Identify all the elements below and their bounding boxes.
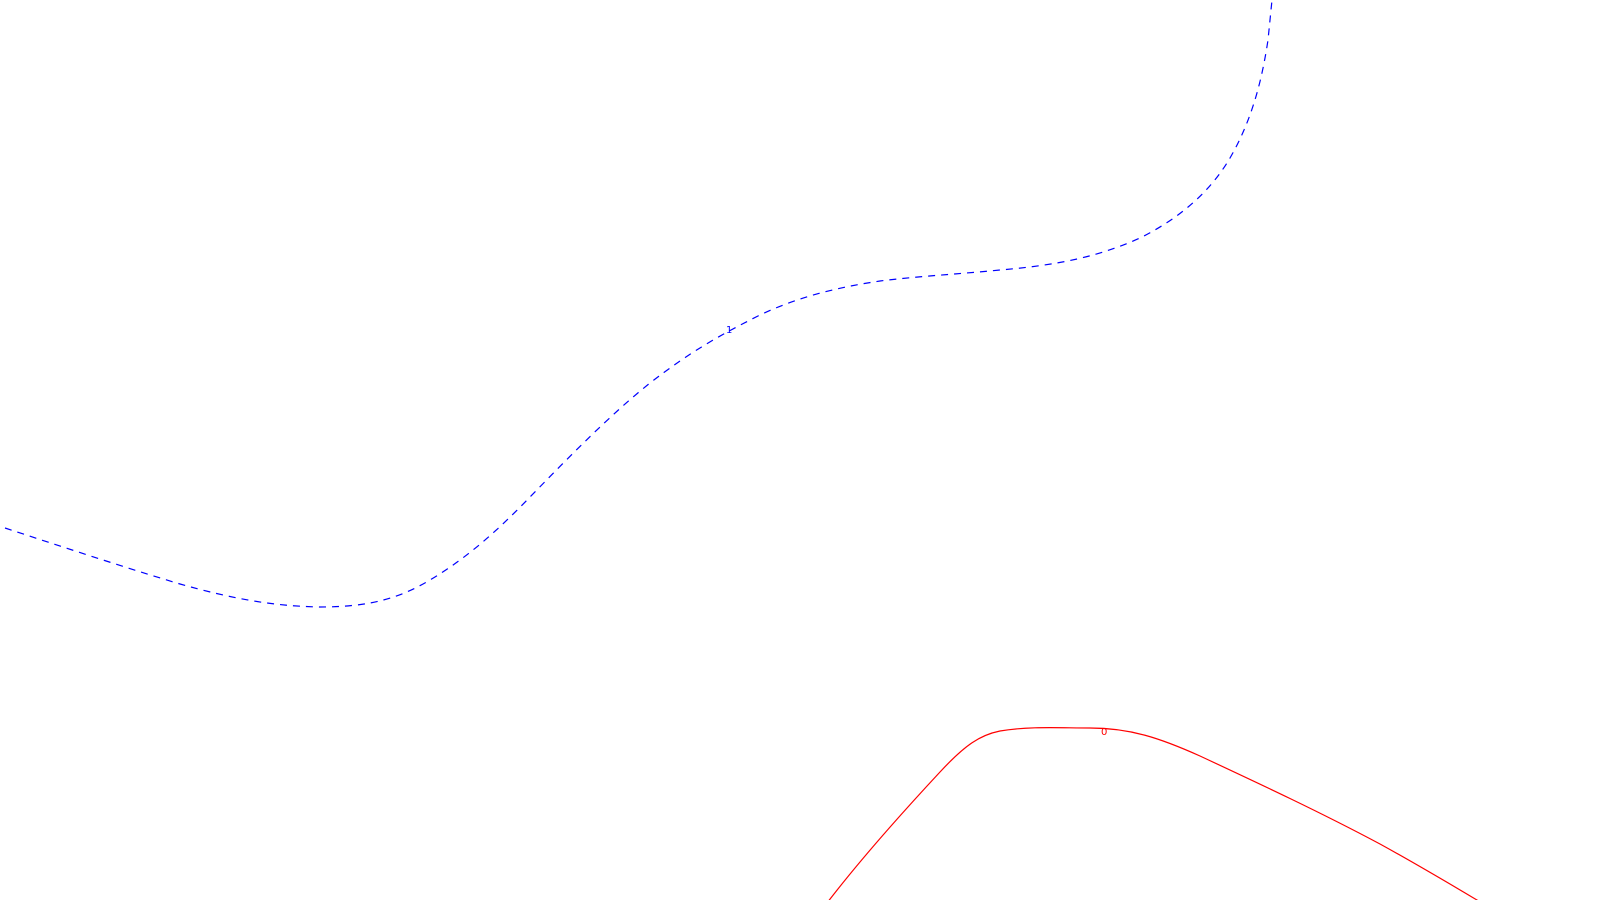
contour-line-0 bbox=[828, 727, 1479, 900]
contour-label-0: 0 bbox=[1101, 727, 1107, 738]
contour-label-1: 1 bbox=[726, 325, 732, 336]
contour-line-1 bbox=[4, 0, 1273, 608]
